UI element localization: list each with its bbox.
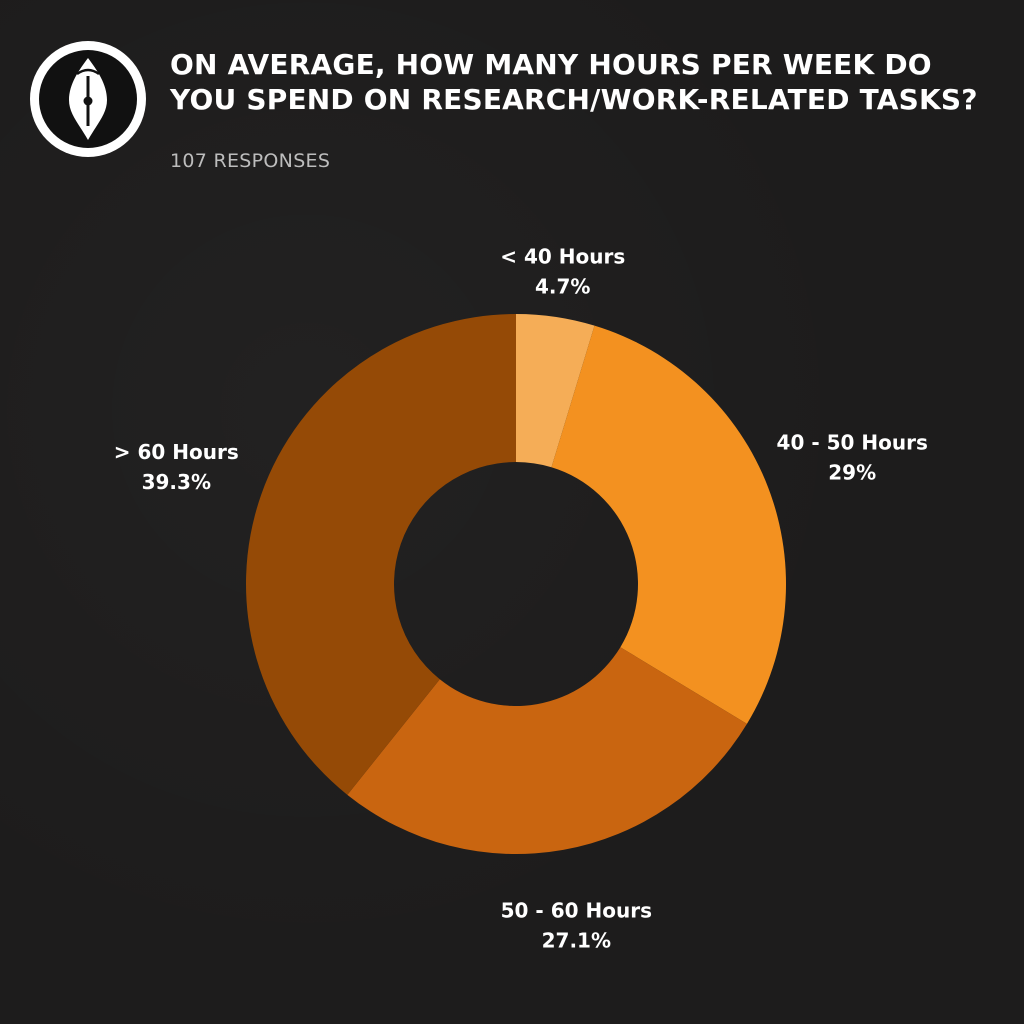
slice-value-label: 4.7% xyxy=(535,274,590,298)
slice-category-label: 50 - 60 Hours xyxy=(501,899,652,923)
donut-slice-1 xyxy=(516,314,595,468)
donut-slices xyxy=(245,314,787,855)
slice-category-label: < 40 Hours xyxy=(500,244,625,268)
donut-slice-4 xyxy=(245,314,517,795)
donut-slice-2 xyxy=(551,325,787,724)
fountain-pen-nib-icon xyxy=(30,41,146,157)
donut-slice-3 xyxy=(347,647,747,855)
slice-value-label: 39.3% xyxy=(142,470,211,494)
chart-title: ON AVERAGE, HOW MANY HOURS PER WEEK DO Y… xyxy=(170,48,978,116)
slice-value-label: 27.1% xyxy=(542,929,611,953)
response-count: 107 RESPONSES xyxy=(170,150,331,172)
slice-category-label: 40 - 50 Hours xyxy=(777,430,928,454)
slice-category-label: > 60 Hours xyxy=(114,440,239,464)
donut-labels: < 40 Hours 4.7% 40 - 50 Hours 29% 50 - 60 Ho… xyxy=(114,244,928,952)
slice-value-label: 29% xyxy=(828,460,876,484)
